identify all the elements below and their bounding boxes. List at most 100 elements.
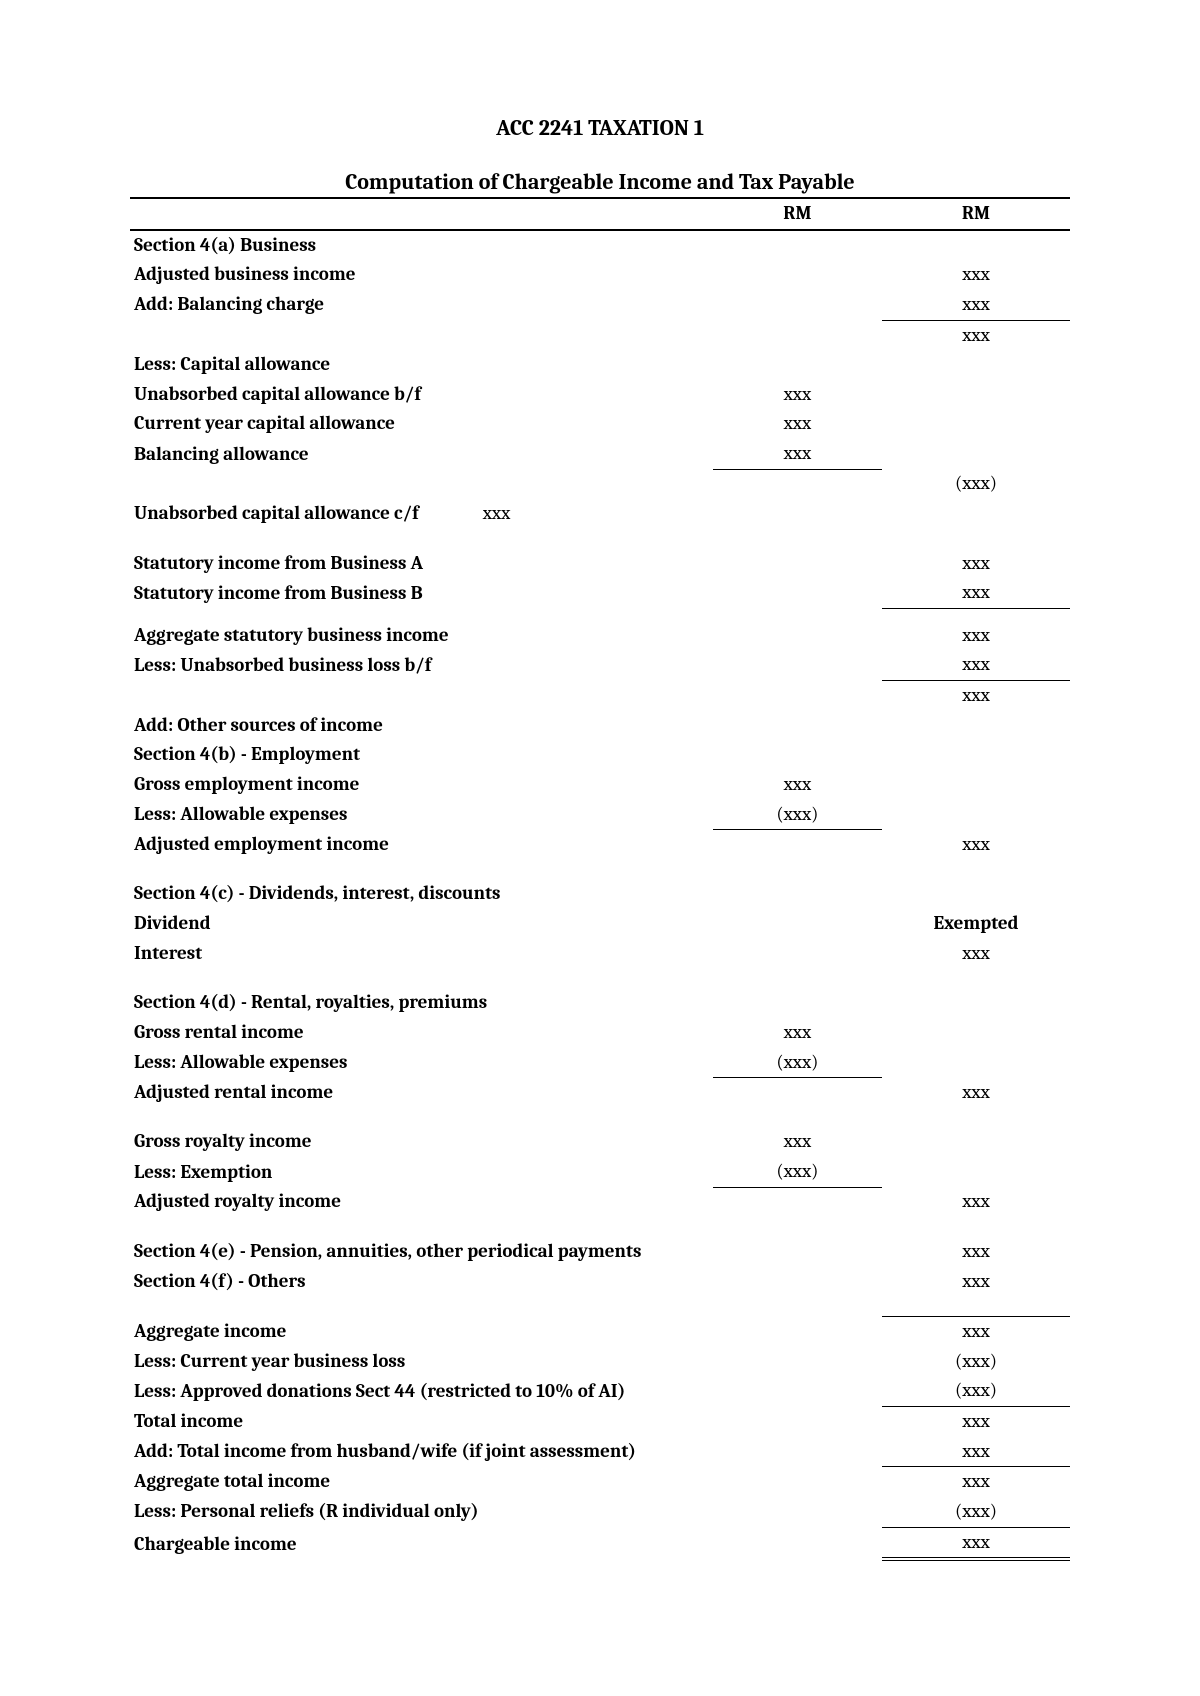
val-add-spouse: xxx xyxy=(882,1437,1070,1467)
val-less-curr-year-loss: (xxx) xyxy=(882,1347,1070,1377)
row-less-personal-reliefs: Less: Personal reliefs (R individual onl… xyxy=(130,1497,1070,1527)
label-bal-allow: Balancing allowance xyxy=(130,439,713,469)
label-add-bal-charge: Add: Balancing charge xyxy=(130,290,713,320)
val-ca-paren: (xxx) xyxy=(882,469,1070,499)
label-gross-emp: Gross employment income xyxy=(130,770,713,800)
label-gross-rental: Gross rental income xyxy=(130,1018,713,1048)
row-unabs-ca-cf: Unabsorbed capital allowance c/f xxx xyxy=(130,499,1070,529)
row-less-donations: Less: Approved donations Sect 44 (restri… xyxy=(130,1376,1070,1406)
label-sec4b: Section 4(b) - Employment xyxy=(130,740,713,770)
val-subtotal1: xxx xyxy=(882,320,1070,350)
label-less-donations: Less: Approved donations Sect 44 (restri… xyxy=(130,1376,713,1406)
val-total-income: xxx xyxy=(882,1407,1070,1437)
label-chargeable-income: Chargeable income xyxy=(130,1527,713,1559)
val-agg-total-income: xxx xyxy=(882,1467,1070,1497)
label-sec4e: Section 4(e) - Pension, annuities, other… xyxy=(130,1237,713,1267)
row-sec4b: Section 4(b) - Employment xyxy=(130,740,1070,770)
label-adj-biz-income: Adjusted business income xyxy=(130,260,713,290)
row-interest: Interest xxx xyxy=(130,939,1070,969)
label-sec4d: Section 4(d) - Rental, royalties, premiu… xyxy=(130,988,713,1018)
val-less-allow-exp1: (xxx) xyxy=(713,800,882,830)
row-sec4c: Section 4(c) - Dividends, interest, disc… xyxy=(130,879,1070,909)
val-stat-inc-a: xxx xyxy=(882,549,1070,579)
label-less-curr-year-loss: Less: Current year business loss xyxy=(130,1347,713,1377)
row-subtotal1: xxx xyxy=(130,320,1070,350)
val-adj-rental: xxx xyxy=(882,1078,1070,1108)
col-header-rm2: RM xyxy=(882,198,1070,230)
label-agg-total-income: Aggregate total income xyxy=(130,1467,713,1497)
row-bal-allow: Balancing allowance xxx xyxy=(130,439,1070,469)
row-agg-income: Aggregate income xxx xyxy=(130,1317,1070,1347)
label-add-other: Add: Other sources of income xyxy=(130,711,713,741)
val-add-bal-charge: xxx xyxy=(882,290,1070,320)
val-interest: xxx xyxy=(882,939,1070,969)
label-unabs-ca-bf: Unabsorbed capital allowance b/f xyxy=(130,380,713,410)
label-interest: Interest xyxy=(130,939,713,969)
row-add-other: Add: Other sources of income xyxy=(130,711,1070,741)
row-curr-year-ca: Current year capital allowance xxx xyxy=(130,409,1070,439)
row-add-spouse: Add: Total income from husband/wife (if … xyxy=(130,1437,1070,1467)
val-less-allow-exp2: (xxx) xyxy=(713,1048,882,1078)
val-agg-stat-biz: xxx xyxy=(882,621,1070,651)
label-unabs-ca-cf: Unabsorbed capital allowance c/f xyxy=(134,502,419,524)
row-sec4f: Section 4(f) - Others xxx xyxy=(130,1267,1070,1297)
label-adj-rental: Adjusted rental income xyxy=(130,1078,713,1108)
row-less-unabs-loss: Less: Unabsorbed business loss b/f xxx xyxy=(130,650,1070,680)
label-stat-inc-b: Statutory income from Business B xyxy=(130,578,713,608)
row-dividend: Dividend Exempted xyxy=(130,909,1070,939)
row-chargeable-income: Chargeable income xxx xyxy=(130,1527,1070,1559)
row-unabs-ca-bf: Unabsorbed capital allowance b/f xxx xyxy=(130,380,1070,410)
label-stat-inc-a: Statutory income from Business A xyxy=(130,549,713,579)
val-sec4e: xxx xyxy=(882,1237,1070,1267)
row-adj-emp-income: Adjusted employment income xxx xyxy=(130,830,1070,860)
tax-computation-table: RM RM Section 4(a) Business Adjusted bus… xyxy=(130,197,1070,1561)
row-ca-paren: (xxx) xyxy=(130,469,1070,499)
label-add-spouse: Add: Total income from husband/wife (if … xyxy=(130,1437,713,1467)
label-curr-year-ca: Current year capital allowance xyxy=(130,409,713,439)
row-sec4e: Section 4(e) - Pension, annuities, other… xyxy=(130,1237,1070,1267)
row-agg-total-income: Aggregate total income xxx xyxy=(130,1467,1070,1497)
val-adj-royalty: xxx xyxy=(882,1187,1070,1217)
label-less-unabs-loss: Less: Unabsorbed business loss b/f xyxy=(130,650,713,680)
row-subtotal2: xxx xyxy=(130,681,1070,711)
label-less-allow-exp1: Less: Allowable expenses xyxy=(130,800,713,830)
val-subtotal2: xxx xyxy=(882,681,1070,711)
row-adj-rental: Adjusted rental income xxx xyxy=(130,1078,1070,1108)
val-gross-rental: xxx xyxy=(713,1018,882,1048)
label-dividend: Dividend xyxy=(130,909,713,939)
row-agg-stat-biz: Aggregate statutory business income xxx xyxy=(130,621,1070,651)
col-header-rm1: RM xyxy=(713,198,882,230)
val-sec4f: xxx xyxy=(882,1267,1070,1297)
label-sec4c: Section 4(c) - Dividends, interest, disc… xyxy=(130,879,713,909)
row-less-allow-exp1: Less: Allowable expenses (xxx) xyxy=(130,800,1070,830)
label-less-exemption: Less: Exemption xyxy=(130,1157,713,1187)
row-sec4d: Section 4(d) - Rental, royalties, premiu… xyxy=(130,988,1070,1018)
label-agg-income: Aggregate income xyxy=(130,1317,713,1347)
val-less-donations: (xxx) xyxy=(882,1376,1070,1406)
val-dividend: Exempted xyxy=(882,909,1070,939)
val-less-personal-reliefs: (xxx) xyxy=(882,1497,1070,1527)
course-title: ACC 2241 TAXATION 1 xyxy=(130,115,1070,141)
label-sec4a: Section 4(a) Business xyxy=(130,230,713,261)
label-agg-stat-biz: Aggregate statutory business income xyxy=(130,621,713,651)
val-adj-emp-income: xxx xyxy=(882,830,1070,860)
row-less-allow-exp2: Less: Allowable expenses (xxx) xyxy=(130,1048,1070,1078)
val-bal-allow: xxx xyxy=(713,439,882,469)
note-unabs-ca-cf: xxx xyxy=(423,502,511,524)
val-adj-biz-income: xxx xyxy=(882,260,1070,290)
table-title: Computation of Chargeable Income and Tax… xyxy=(130,169,1070,195)
row-total-income: Total income xxx xyxy=(130,1407,1070,1437)
label-adj-emp-income: Adjusted employment income xyxy=(130,830,713,860)
val-less-exemption: (xxx) xyxy=(713,1157,882,1187)
val-stat-inc-b: xxx xyxy=(882,578,1070,608)
label-less-personal-reliefs: Less: Personal reliefs (R individual onl… xyxy=(130,1497,713,1527)
val-chargeable-income: xxx xyxy=(882,1527,1070,1559)
label-sec4f: Section 4(f) - Others xyxy=(130,1267,713,1297)
page: ACC 2241 TAXATION 1 Computation of Charg… xyxy=(0,0,1200,1561)
row-stat-inc-a: Statutory income from Business A xxx xyxy=(130,549,1070,579)
row-less-curr-year-loss: Less: Current year business loss (xxx) xyxy=(130,1347,1070,1377)
row-gross-royalty: Gross royalty income xxx xyxy=(130,1127,1070,1157)
val-curr-year-ca: xxx xyxy=(713,409,882,439)
label-less-allow-exp2: Less: Allowable expenses xyxy=(130,1048,713,1078)
val-unabs-ca-bf: xxx xyxy=(713,380,882,410)
